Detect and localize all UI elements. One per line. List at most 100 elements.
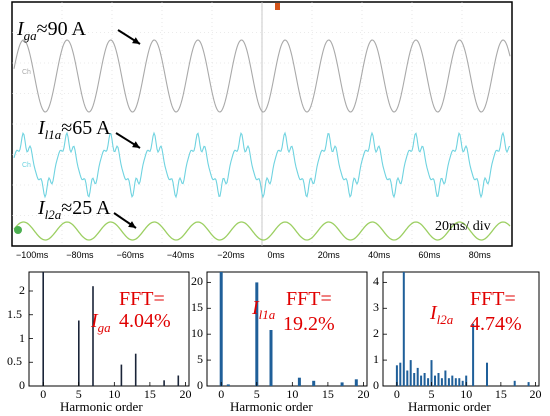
fft-bar bbox=[437, 373, 440, 386]
fft-ytick-label: 1.5 bbox=[7, 306, 22, 321]
fft-xtick-label: 15 bbox=[494, 387, 507, 401]
fft-ytick-label: 1 bbox=[19, 330, 25, 345]
fft-bar bbox=[78, 320, 80, 386]
arrow-il1a bbox=[115, 132, 141, 149]
fft-label-iga: FFT= bbox=[119, 288, 165, 310]
fft-bar bbox=[461, 380, 464, 386]
fft-charts bbox=[28, 271, 540, 387]
fft-bar bbox=[472, 323, 475, 386]
fft-bar bbox=[406, 370, 409, 386]
fft-xlabel-iga: Harmonic order bbox=[60, 399, 143, 414]
waveform-il2a bbox=[13, 221, 511, 241]
fft-ytick-label: 0 bbox=[373, 378, 379, 392]
fft-bar bbox=[92, 286, 94, 386]
fft-bar bbox=[458, 378, 461, 386]
fft-ytick-label: 15 bbox=[191, 300, 203, 315]
fft-thd-il2a: 4.74% bbox=[470, 313, 522, 335]
arrow-il2a bbox=[113, 212, 137, 229]
fft-bar bbox=[513, 380, 516, 386]
time-tick: 20ms bbox=[317, 250, 340, 260]
fft-bar bbox=[454, 378, 457, 386]
waveform-iga bbox=[13, 39, 511, 113]
time-tick: 0ms bbox=[267, 250, 285, 260]
fft-chart-il1a bbox=[206, 271, 368, 387]
time-tick: −20ms bbox=[217, 250, 245, 260]
fft-xtick-label: 15 bbox=[143, 387, 156, 401]
label-il2a: Il2a≈25 A bbox=[38, 197, 111, 222]
fft-bar bbox=[444, 370, 447, 386]
time-tick: 60ms bbox=[418, 250, 441, 260]
fft-bar bbox=[430, 360, 433, 386]
time-tick: −100ms bbox=[16, 250, 49, 260]
fft-bar bbox=[427, 378, 430, 386]
fft-thd-iga: 4.04% bbox=[119, 310, 171, 332]
fft-bar bbox=[163, 380, 165, 386]
annotation-arrows bbox=[113, 29, 141, 229]
fft-xlabel-il1a: Harmonic order bbox=[230, 399, 313, 414]
fft-bar bbox=[120, 364, 123, 386]
fft-bar bbox=[395, 365, 398, 386]
fft-bar bbox=[416, 367, 419, 386]
fft-frame bbox=[28, 271, 190, 387]
fft-xtick-label: 5 bbox=[253, 387, 260, 401]
fft-ytick-label: 0 bbox=[197, 378, 203, 392]
fft-bar bbox=[219, 272, 223, 386]
fft-bar bbox=[312, 380, 316, 386]
time-tick: −80ms bbox=[66, 250, 94, 260]
ch-marker-1: Ch bbox=[22, 69, 31, 76]
fft-ytick-label: 10 bbox=[191, 326, 203, 341]
fft-bar bbox=[42, 272, 44, 386]
fft-bar bbox=[134, 353, 137, 386]
fft-bar bbox=[340, 382, 344, 386]
fft-bar bbox=[434, 375, 436, 386]
fft-ytick-label: 20 bbox=[191, 274, 203, 289]
fft-ytick-label: 1 bbox=[373, 352, 379, 367]
time-tick: −60ms bbox=[116, 250, 144, 260]
fft-xtick-label: 10 bbox=[286, 387, 299, 401]
arrow-iga bbox=[117, 29, 141, 45]
ch-marker-2: Ch bbox=[22, 162, 31, 169]
fft-bar bbox=[354, 379, 358, 386]
fft-bar bbox=[399, 362, 402, 386]
fft-bar bbox=[255, 282, 259, 386]
fft-bar bbox=[409, 360, 412, 386]
fft-xtick-label: 5 bbox=[428, 387, 435, 401]
fft-bar bbox=[413, 373, 416, 386]
fft-chart-iga bbox=[28, 271, 190, 387]
time-div-label: 20ms/ div bbox=[435, 219, 491, 234]
fft-frame bbox=[206, 271, 368, 387]
scope-waveforms bbox=[13, 39, 511, 241]
fft-xlabel-il2a: Harmonic order bbox=[408, 399, 491, 414]
fft-bar bbox=[420, 375, 423, 386]
fft-xtick-label: 5 bbox=[75, 387, 82, 401]
fft-frame bbox=[382, 271, 540, 387]
fft-bar bbox=[177, 375, 180, 386]
fft-bar bbox=[423, 373, 426, 386]
fft-ytick-label: 0 bbox=[19, 378, 25, 392]
fft-bar bbox=[440, 378, 443, 386]
waveform-il1a bbox=[13, 131, 511, 199]
fft-bar bbox=[486, 362, 488, 386]
fft-bar bbox=[527, 382, 530, 386]
fft-chart-il2a bbox=[382, 271, 540, 387]
fft-xtick-label: 15 bbox=[321, 387, 334, 401]
fft-xtick-label: 0 bbox=[40, 387, 47, 401]
fft-xtick-label: 20 bbox=[357, 387, 370, 401]
fft-label-il2a: FFT= bbox=[470, 288, 516, 310]
fft-ytick-label: 0.5 bbox=[7, 354, 22, 369]
scope-grid bbox=[12, 2, 512, 246]
fft-ytick-label: 4 bbox=[373, 274, 379, 289]
fft-symbol-il1a: Il1a bbox=[252, 297, 276, 322]
fft-xtick-label: 0 bbox=[218, 387, 225, 401]
fft-xtick-label: 10 bbox=[460, 387, 473, 401]
fft-bar bbox=[402, 272, 405, 386]
label-iga: Iga≈90 A bbox=[17, 18, 86, 43]
time-tick: 80ms bbox=[468, 250, 491, 260]
fft-symbol-iga: Iga bbox=[91, 310, 111, 335]
fft-ytick-label: 2 bbox=[373, 326, 379, 341]
fft-bar bbox=[465, 375, 468, 386]
fft-bar bbox=[269, 330, 273, 386]
fft-bar bbox=[447, 378, 450, 386]
fft-xtick-label: 0 bbox=[393, 387, 400, 401]
